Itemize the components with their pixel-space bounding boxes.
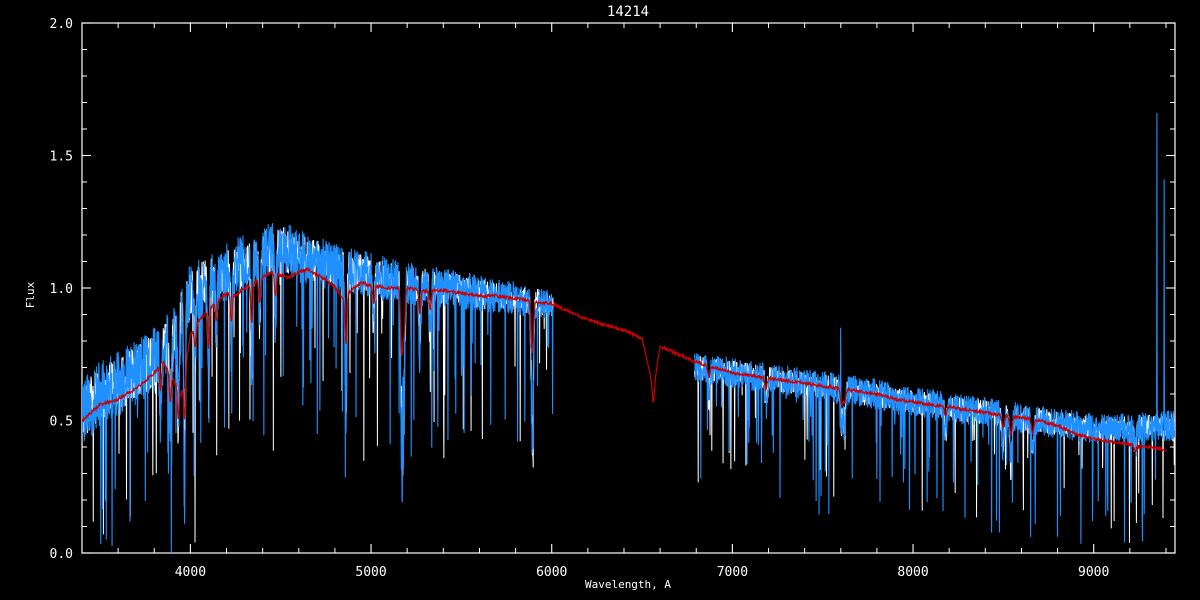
- x-tick-label: 4000: [175, 565, 206, 580]
- y-axis-label: Flux: [24, 281, 37, 308]
- x-axis-label: Wavelength, A: [585, 578, 671, 591]
- y-tick-label: 2.0: [50, 17, 73, 32]
- axes-group: [81, 22, 1176, 554]
- data-traces-group: [82, 113, 1175, 553]
- trace-model-red: [82, 267, 1167, 453]
- x-tick-label: 6000: [536, 565, 567, 580]
- trace-observed-blue: [693, 113, 1175, 544]
- x-tick-label: 8000: [897, 565, 928, 580]
- y-tick-label: 0.0: [50, 547, 73, 562]
- x-tick-label: 5000: [355, 565, 386, 580]
- x-tick-label: 7000: [717, 565, 748, 580]
- y-tick-label: 1.0: [50, 282, 73, 297]
- axis-tick-labels-group: 4000 5000 6000 7000 8000 9000 0.0 0.5 1.0 1.5 2.0: [50, 17, 1110, 580]
- chart-title: 14214: [607, 4, 649, 20]
- y-tick-label: 1.5: [50, 150, 73, 165]
- x-tick-label: 9000: [1078, 565, 1109, 580]
- y-tick-label: 0.5: [50, 415, 73, 430]
